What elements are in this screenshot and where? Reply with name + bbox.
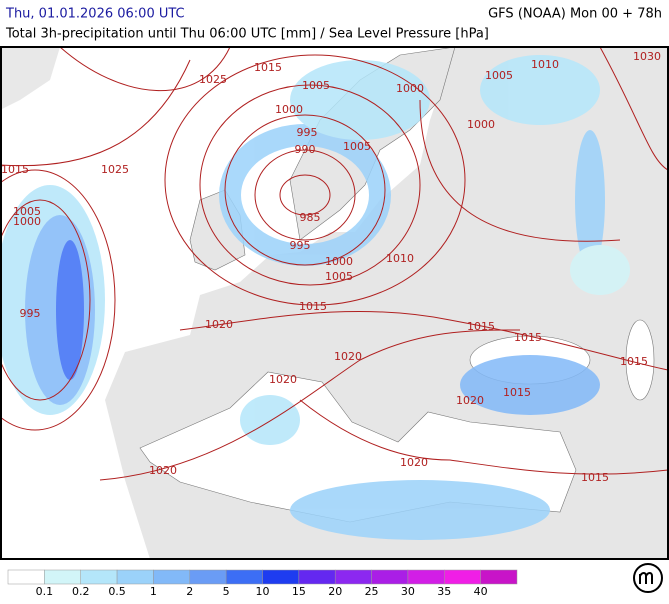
isobar — [419, 99, 621, 242]
isobar — [599, 46, 669, 171]
precipitation — [0, 55, 630, 540]
isobar-label: 1020 — [334, 350, 362, 363]
isobar-label: 1025 — [199, 73, 227, 86]
legend-swatch — [189, 569, 227, 585]
isobar-label: 995 — [20, 307, 41, 320]
datetime: Thu, 01.01.2026 06:00 UTC — [5, 7, 185, 22]
isobar — [224, 114, 386, 266]
isobar-label: 1025 — [101, 163, 129, 176]
isobar-label: 990 — [295, 143, 316, 156]
isobar — [99, 329, 521, 481]
legend-swatch — [444, 569, 481, 585]
legend-label: 5 — [223, 585, 230, 598]
legend-label: 2 — [186, 585, 193, 598]
isobar — [254, 149, 356, 241]
isobars — [0, 46, 669, 481]
legend-label: 0.2 — [72, 585, 90, 598]
legend-swatch — [44, 569, 81, 585]
precip-area — [480, 55, 600, 125]
subtitle: Total 3h-precipitation until Thu 06:00 U… — [5, 27, 489, 42]
logo — [633, 563, 663, 593]
isobar-label: 1020 — [400, 456, 428, 469]
isobar-label: 1005 — [302, 79, 330, 92]
isobar-label: 1000 — [325, 255, 353, 268]
legend-label: 40 — [474, 585, 488, 598]
isobar-label: 1005 — [485, 69, 513, 82]
precip-area — [575, 130, 605, 270]
isobar-label: 1015 — [299, 300, 327, 313]
isobar — [59, 46, 231, 91]
isobar-label: 1005 — [325, 270, 353, 283]
legend-swatch — [480, 569, 518, 585]
legend-swatch — [225, 569, 263, 585]
isobar-label: 1015 — [503, 386, 531, 399]
isobar-label: 1015 — [1, 163, 29, 176]
isobar-label: 1000 — [467, 118, 495, 131]
precip-area — [240, 395, 300, 445]
isobar — [299, 399, 669, 475]
legend-swatch — [262, 569, 300, 585]
isobar-label: 1020 — [149, 464, 177, 477]
precip-area — [56, 240, 84, 380]
legend-label: 0.1 — [36, 585, 54, 598]
isobar-label: 1015 — [514, 331, 542, 344]
isobar — [199, 84, 421, 286]
isobar-label: 1030 — [633, 50, 661, 63]
legend-label: 30 — [401, 585, 415, 598]
isobar — [0, 169, 116, 431]
isobar-label: 1005 — [13, 205, 41, 218]
isobar-label: 1000 — [275, 103, 303, 116]
precip-area — [290, 480, 550, 540]
isobar-label: 1010 — [386, 252, 414, 265]
isobar-label: 995 — [290, 239, 311, 252]
isobar — [0, 59, 191, 167]
isobar-label: 1000 — [396, 82, 424, 95]
isobar — [0, 199, 91, 401]
map-frame — [0, 46, 669, 560]
isobar-label: 1020 — [205, 318, 233, 331]
isobar — [279, 174, 331, 216]
legend-swatch — [116, 569, 154, 585]
isobar-label: 985 — [300, 211, 321, 224]
legend-label: 35 — [437, 585, 451, 598]
isobar-label: 1015 — [254, 61, 282, 74]
isobar-label: 1020 — [269, 373, 297, 386]
precip-area — [460, 355, 600, 415]
legend-swatch — [298, 569, 336, 585]
isobar — [164, 54, 466, 306]
legend-label: 15 — [292, 585, 306, 598]
legend-label: 10 — [256, 585, 270, 598]
legend-label: 20 — [328, 585, 342, 598]
legend-label: 25 — [365, 585, 379, 598]
isobar-label: 1015 — [467, 320, 495, 333]
precip-area — [290, 60, 430, 140]
isobar-label: 1015 — [581, 471, 609, 484]
isobar-label: 1020 — [456, 394, 484, 407]
isobar-label: 1005 — [343, 140, 371, 153]
model: GFS (NOAA) Mon 00 + 78h — [488, 7, 662, 22]
isobar-label: 995 — [297, 126, 318, 139]
legend-swatch — [334, 569, 372, 585]
logo-mark — [639, 572, 653, 584]
precip-area — [570, 245, 630, 295]
legend: 0.1 0.2 0.5 1 2 5 10 15 20 25 30 35 40 — [7, 569, 518, 598]
legend-label: 1 — [150, 585, 157, 598]
legend-label: 0.5 — [108, 585, 126, 598]
precip-area — [219, 124, 391, 266]
legend-swatch — [7, 569, 45, 585]
isobar — [179, 310, 669, 371]
legend-swatch — [80, 569, 118, 585]
isobar-label: 1010 — [531, 58, 559, 71]
land — [0, 47, 60, 110]
isobar-label: 1015 — [620, 355, 648, 368]
legend-swatch — [153, 569, 191, 585]
legend-swatch — [407, 569, 445, 585]
legend-swatch — [371, 569, 409, 585]
isobar-label: 1000 — [13, 215, 41, 228]
